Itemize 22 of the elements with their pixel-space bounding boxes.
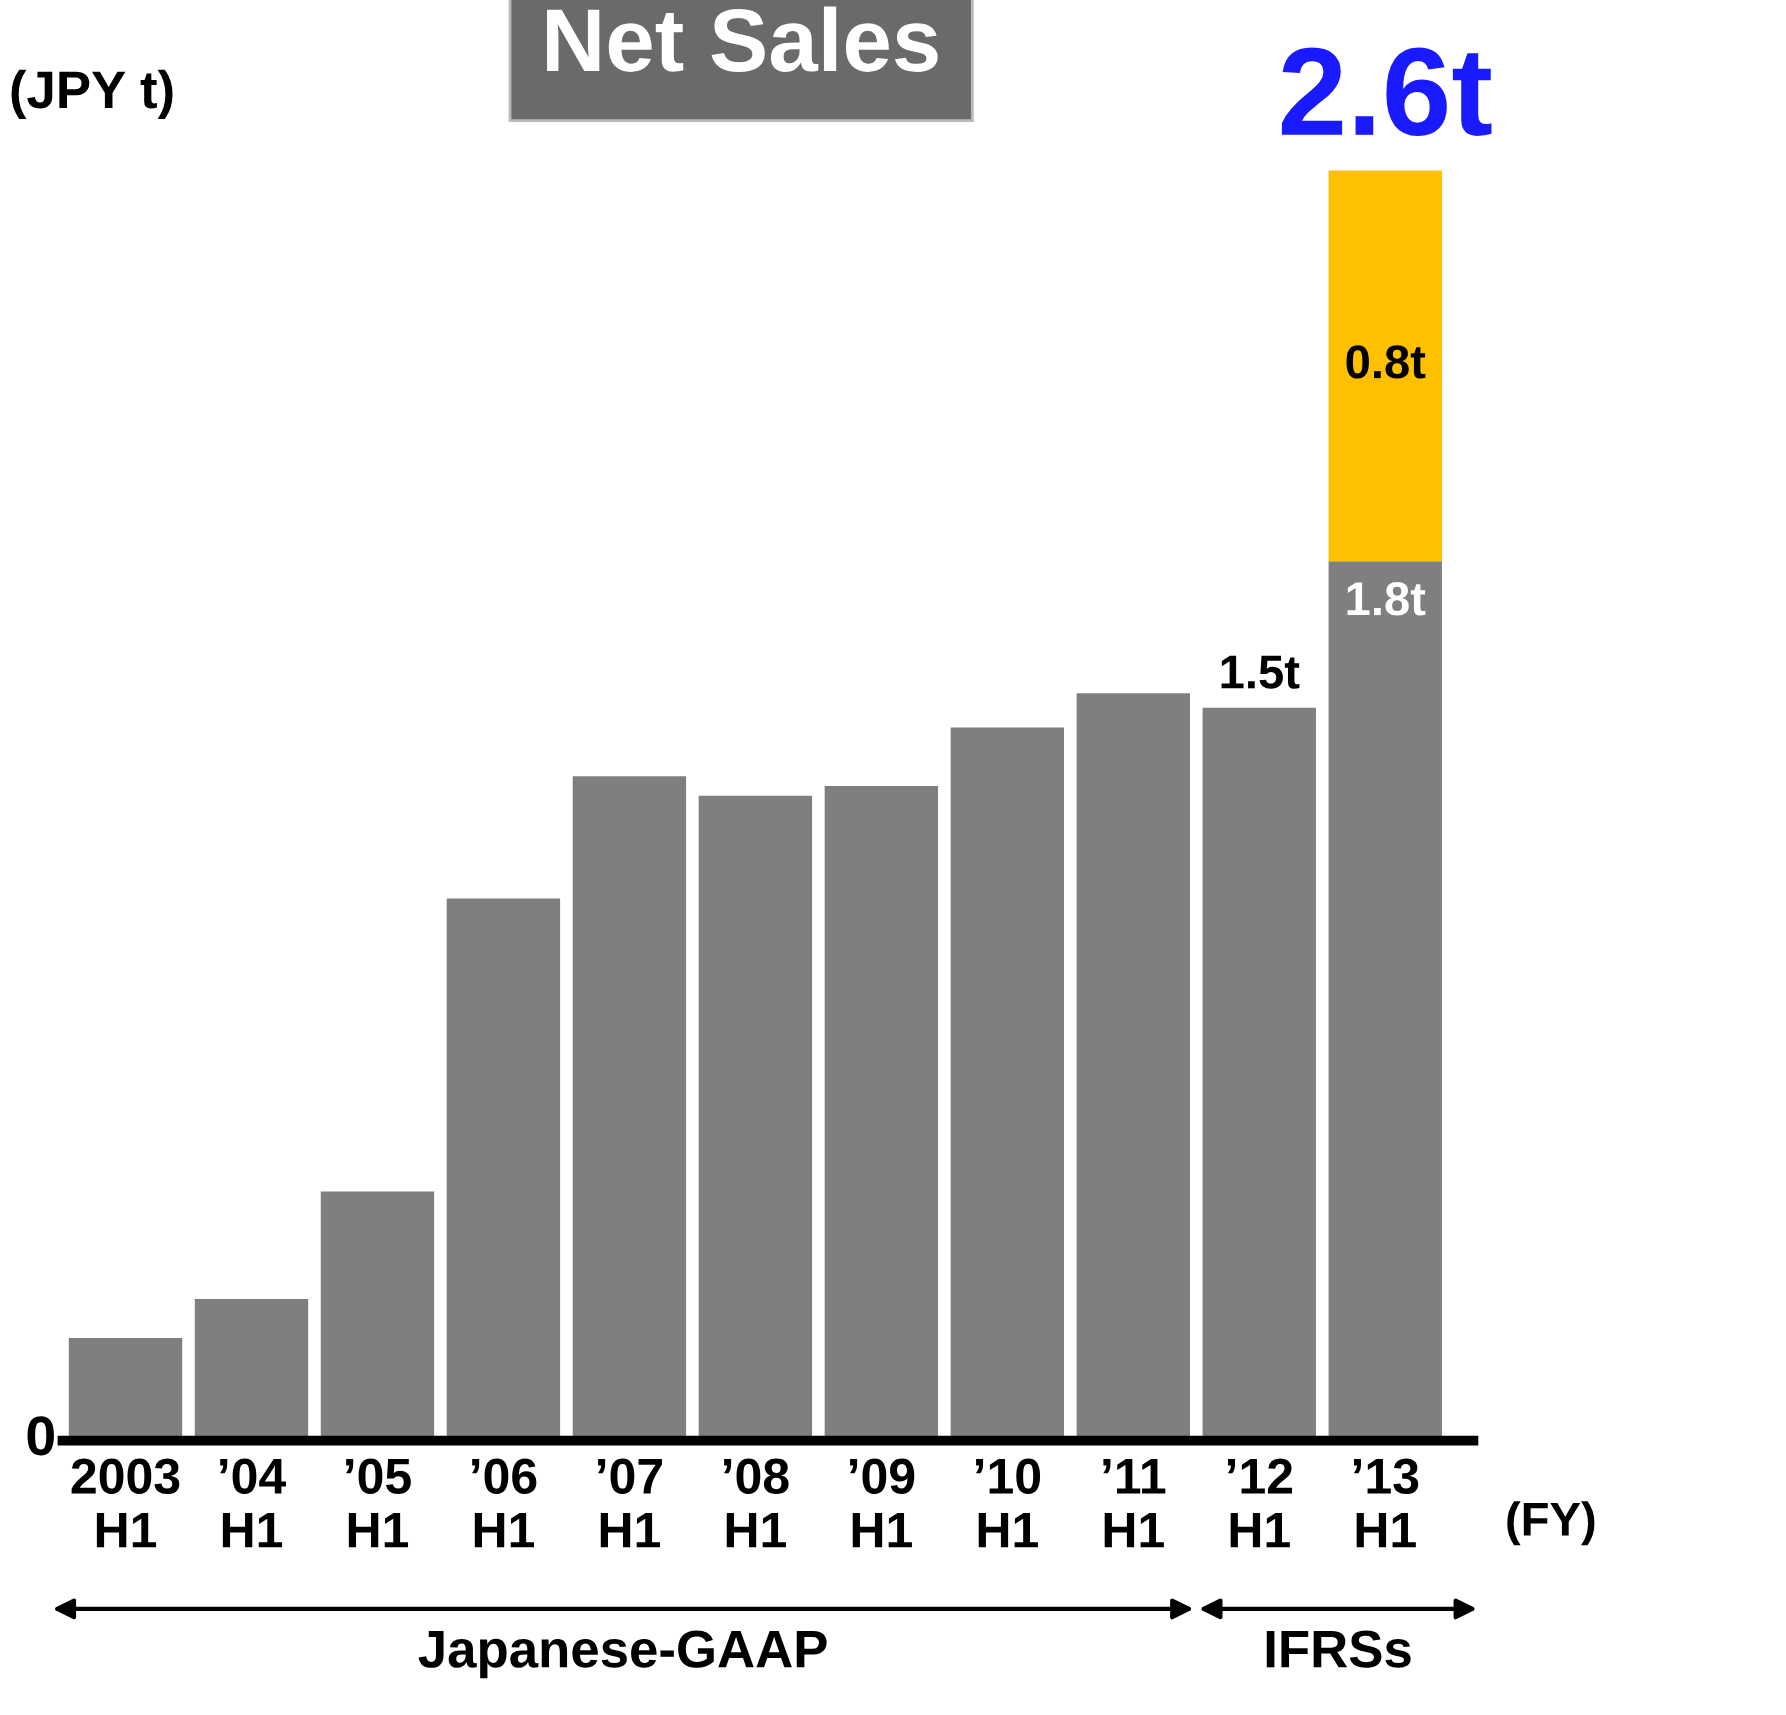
x-axis-title: (FY) bbox=[1507, 1501, 1595, 1546]
bar bbox=[1328, 170, 1442, 562]
x-tick-label: ’08 H1 bbox=[724, 1458, 789, 1548]
x-tick-label: ’04 H1 bbox=[220, 1458, 286, 1548]
chart-title: Net Sales bbox=[547, 6, 938, 72]
x-tick-label: ’05 H1 bbox=[346, 1458, 411, 1548]
x-tick-label: 2003 H1 bbox=[71, 1458, 180, 1548]
data-label: 0.8t bbox=[1346, 345, 1426, 379]
x-tick-label: ’07 H1 bbox=[598, 1458, 662, 1548]
x-tick-label: ’12 H1 bbox=[1227, 1458, 1293, 1548]
annotation: 2.6t bbox=[1281, 47, 1492, 137]
text: Japanese-GAAP bbox=[418, 1630, 827, 1679]
text: 0 bbox=[27, 1416, 54, 1456]
x-tick-label: ’10 H1 bbox=[975, 1458, 1041, 1548]
x-tick-label: ’06 H1 bbox=[472, 1458, 537, 1548]
x-tick-label: ’11 H1 bbox=[1103, 1459, 1166, 1548]
data-label: 1.8t bbox=[1347, 582, 1426, 616]
x-tick-label: ’13 H1 bbox=[1353, 1458, 1419, 1548]
data-label: 1.5t bbox=[1221, 655, 1300, 689]
text: IFRSs bbox=[1266, 1630, 1411, 1668]
x-tick-label: ’09 H1 bbox=[850, 1458, 915, 1548]
y-axis-title: (JPY t) bbox=[11, 69, 173, 119]
